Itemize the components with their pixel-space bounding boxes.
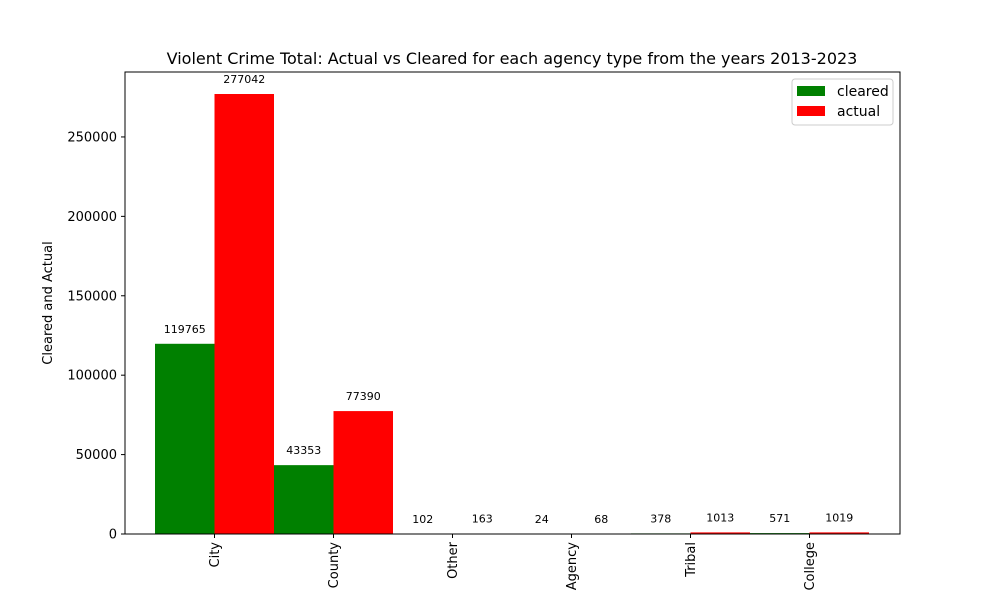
data-label-cleared-other: 102 [412, 513, 433, 526]
x-tick-label-tribal: Tribal [684, 542, 699, 578]
x-tick-label-college: College [803, 542, 818, 591]
x-tick-label-county: County [327, 542, 342, 589]
y-tick-label: 100000 [67, 369, 117, 384]
plot-frame [124, 71, 901, 535]
data-label-cleared-college: 571 [769, 512, 790, 525]
data-label-actual-county: 77390 [346, 390, 381, 403]
x-axis: City County Other Agency Tribal College [208, 534, 818, 591]
y-tick-label: 250000 [67, 130, 117, 145]
bars-group [155, 93, 869, 534]
y-tick-label: 150000 [67, 289, 117, 304]
y-tick-label: 0 [109, 528, 117, 543]
data-label-actual-college: 1019 [825, 511, 853, 524]
y-tick-label: 50000 [76, 448, 117, 463]
bar-actual-county [333, 411, 393, 534]
bar-cleared-county [274, 465, 334, 534]
legend-swatch-cleared [797, 86, 825, 96]
bar-actual-city [214, 93, 274, 534]
data-label-cleared-tribal: 378 [650, 512, 671, 525]
legend: cleared actual [791, 78, 894, 126]
y-axis-label: Cleared and Actual [41, 241, 56, 364]
chart-title: Violent Crime Total: Actual vs Cleared f… [167, 49, 858, 68]
data-label-cleared-agency: 24 [535, 513, 549, 526]
bar-cleared-city [155, 343, 215, 534]
x-tick-label-other: Other [446, 541, 461, 579]
data-label-actual-agency: 68 [594, 513, 608, 526]
legend-label-actual: actual [837, 104, 880, 120]
data-label-cleared-county: 43353 [286, 444, 321, 457]
data-labels-group: 119765 43353 102 24 378 571 277042 77390 163 68 10… [164, 73, 854, 526]
x-tick-label-agency: Agency [565, 542, 580, 591]
data-label-actual-tribal: 1013 [706, 511, 734, 524]
legend-swatch-actual [797, 106, 825, 116]
data-label-actual-other: 163 [472, 513, 493, 526]
legend-label-cleared: cleared [837, 84, 889, 100]
bar-actual-tribal [690, 532, 750, 534]
y-tick-label: 200000 [67, 210, 117, 225]
y-axis: 0 50000 100000 150000 200000 250000 [67, 130, 125, 543]
x-tick-label-city: City [208, 542, 223, 568]
data-label-cleared-city: 119765 [164, 323, 206, 336]
bar-actual-college [809, 532, 869, 534]
data-label-actual-city: 277042 [223, 73, 265, 86]
